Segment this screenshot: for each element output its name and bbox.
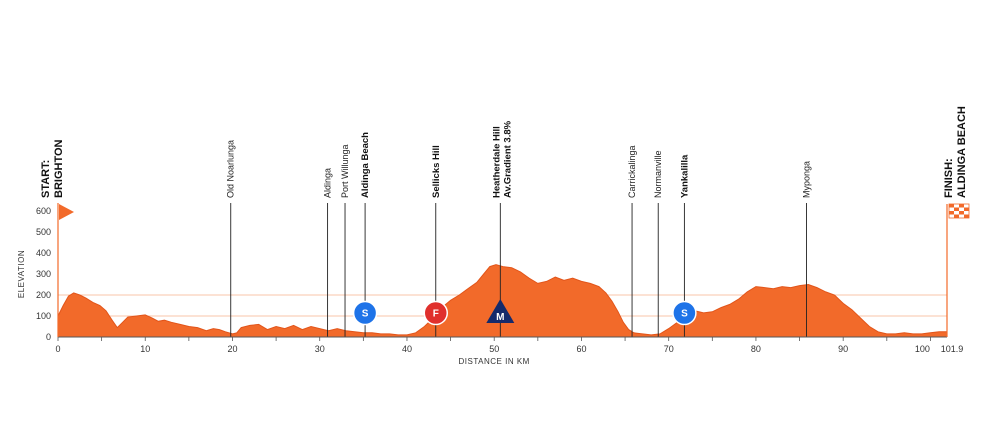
finish-flag-check [964, 214, 969, 218]
y-tick-label: 300 [36, 269, 51, 279]
finish-flag-check [954, 214, 959, 218]
marker-label: M [496, 312, 504, 323]
y-tick-label: 200 [36, 290, 51, 300]
x-tick-label: 30 [315, 344, 325, 354]
finish-flag-check [959, 204, 964, 208]
marker-label: S [681, 309, 688, 320]
feed-marker-icon [423, 300, 449, 326]
finish-flag-check [959, 211, 964, 215]
y-axis-ticks: 0 100 200 300 400 500 600 [36, 206, 51, 342]
x-tick-label: 101.9 [941, 344, 964, 354]
marker-label: S [362, 309, 369, 320]
place-label: Heatherdale Hill [491, 126, 502, 198]
finish-flag-check [964, 207, 969, 211]
x-tick-label: 50 [489, 344, 499, 354]
x-tick-label: 70 [664, 344, 674, 354]
y-tick-label: 400 [36, 248, 51, 258]
place-label: Yankalilla [679, 154, 690, 198]
x-tick-label: 10 [140, 344, 150, 354]
place-labels: Old Noarlunga Aldinga Port Willunga Aldinga… [226, 120, 812, 198]
axes [57, 203, 947, 338]
y-tick-label: 500 [36, 227, 51, 237]
sprint-marker-icon [352, 300, 378, 326]
place-label: Sellicks Hill [431, 145, 442, 198]
start-label-line2: BRIGHTON [53, 139, 65, 198]
finish-flag-check [954, 207, 959, 211]
x-tick-label: 100 [915, 344, 930, 354]
finish-label-line2: ALDINGA BEACH [956, 106, 968, 198]
finish-flag-check [949, 204, 954, 208]
y-tick-label: 0 [46, 332, 51, 342]
x-axis-title: DISTANCE IN KM [459, 357, 530, 366]
place-label: Carrickalinga [627, 145, 637, 198]
mountain-marker-icon [486, 299, 515, 323]
y-tick-label: 600 [36, 206, 51, 216]
x-tick-label: 40 [402, 344, 412, 354]
start-marker: START: BRIGHTON [40, 139, 74, 220]
finish-label-line1: FINISH: [943, 158, 955, 198]
x-tick-label: 80 [751, 344, 761, 354]
x-tick-label: 0 [55, 344, 60, 354]
place-label: Port Willunga [340, 144, 350, 198]
place-label-gradient: Av.Gradient 3.8% [502, 120, 513, 198]
place-label: Aldinga [323, 168, 333, 198]
x-axis-ticks: 0 10 20 30 40 50 60 70 80 90 100 101.9 [55, 337, 963, 354]
x-tick-label: 20 [227, 344, 237, 354]
place-lines [230, 203, 807, 337]
elevation-profile-area [58, 264, 947, 337]
place-label: Old Noarlunga [226, 140, 236, 198]
place-label: Myponga [802, 161, 812, 198]
elevation-profile-line [57, 264, 947, 336]
start-flag-icon [59, 204, 74, 220]
marker-label: F [433, 309, 439, 320]
y-axis-title: ELEVATION [17, 250, 26, 298]
start-label-line1: START: [40, 160, 52, 198]
x-tick-label: 60 [576, 344, 586, 354]
finish-flag-check [949, 211, 954, 215]
finish-marker: FINISH: ALDINGA BEACH [943, 106, 970, 337]
x-tick-label: 90 [838, 344, 848, 354]
y-tick-label: 100 [36, 311, 51, 321]
finish-flag-icon [948, 203, 970, 219]
place-label: Normanville [653, 150, 663, 198]
place-label: Aldinga Beach [360, 132, 371, 198]
sprint-marker-icon [672, 300, 697, 326]
